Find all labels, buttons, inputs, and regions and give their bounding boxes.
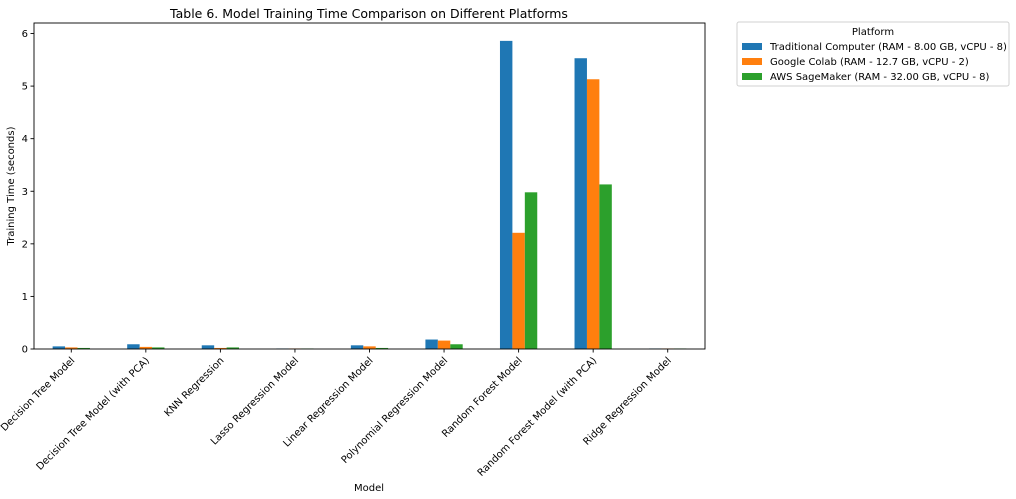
legend-frame [736, 21, 1010, 87]
y-tick-label: 4 [22, 134, 28, 145]
legend-swatch-1 [742, 43, 762, 50]
legend-label-3: AWS SageMaker (RAM - 32.00 GB, vCPU - 8) [770, 72, 990, 83]
y-tick-label: 6 [22, 29, 28, 40]
bar-2-8 [586, 79, 600, 349]
bar-3-1 [77, 347, 90, 349]
bars-group [52, 40, 687, 350]
bar-1-7 [499, 40, 513, 350]
bar-2-3 [214, 347, 227, 349]
x-tick-label: Random Forest Model [440, 355, 524, 439]
legend-title: Platform [852, 27, 894, 38]
bar-3-5 [375, 347, 389, 349]
plot-frame [33, 22, 706, 350]
bar-2-6 [437, 340, 451, 349]
bar-2-5 [363, 346, 376, 349]
x-tick-label: Lasso Regression Model [209, 355, 301, 447]
legend-label-1: Traditional Computer (RAM - 8.00 GB, vCP… [769, 42, 1007, 53]
bar-3-8 [599, 184, 612, 349]
legend: Platform Traditional Computer (RAM - 8.0… [736, 21, 1010, 87]
bar-2-1 [65, 347, 78, 349]
bar-1-3 [201, 345, 215, 349]
bar-2-2 [139, 346, 153, 349]
bar-3-6 [450, 344, 463, 349]
chart-title: Table 6. Model Training Time Comparison … [169, 6, 568, 21]
legend-swatch-2 [742, 58, 762, 65]
y-axis-ticks: 0 1 2 3 4 5 6 [22, 29, 34, 356]
x-tick-label: Random Forest Model (with PCA) [476, 355, 600, 479]
y-tick-label: 0 [22, 345, 28, 356]
bar-3-3 [226, 347, 240, 349]
y-tick-label: 5 [22, 82, 28, 93]
y-tick-label: 3 [22, 187, 28, 198]
bar-1-1 [52, 346, 66, 349]
bar-2-7 [512, 232, 525, 349]
y-tick-label: 2 [22, 239, 28, 250]
bar-1-2 [127, 344, 140, 349]
y-tick-label: 1 [22, 292, 28, 303]
x-tick-label: KNN Regression [163, 355, 227, 419]
bar-1-6 [425, 339, 438, 349]
bar-3-2 [152, 347, 165, 349]
bar-1-8 [574, 58, 587, 349]
x-tick-label: Decision Tree Model [0, 355, 77, 433]
legend-label-2: Google Colab (RAM - 12.7 GB, vCPU - 2) [770, 57, 969, 68]
bar-3-7 [524, 192, 538, 349]
legend-swatch-3 [742, 73, 762, 80]
x-tick-label: Ridge Regression Model [581, 355, 673, 447]
y-axis-label: Training Time (seconds) [6, 126, 17, 246]
bar-1-5 [350, 345, 364, 349]
x-axis-label: Model [354, 483, 384, 494]
